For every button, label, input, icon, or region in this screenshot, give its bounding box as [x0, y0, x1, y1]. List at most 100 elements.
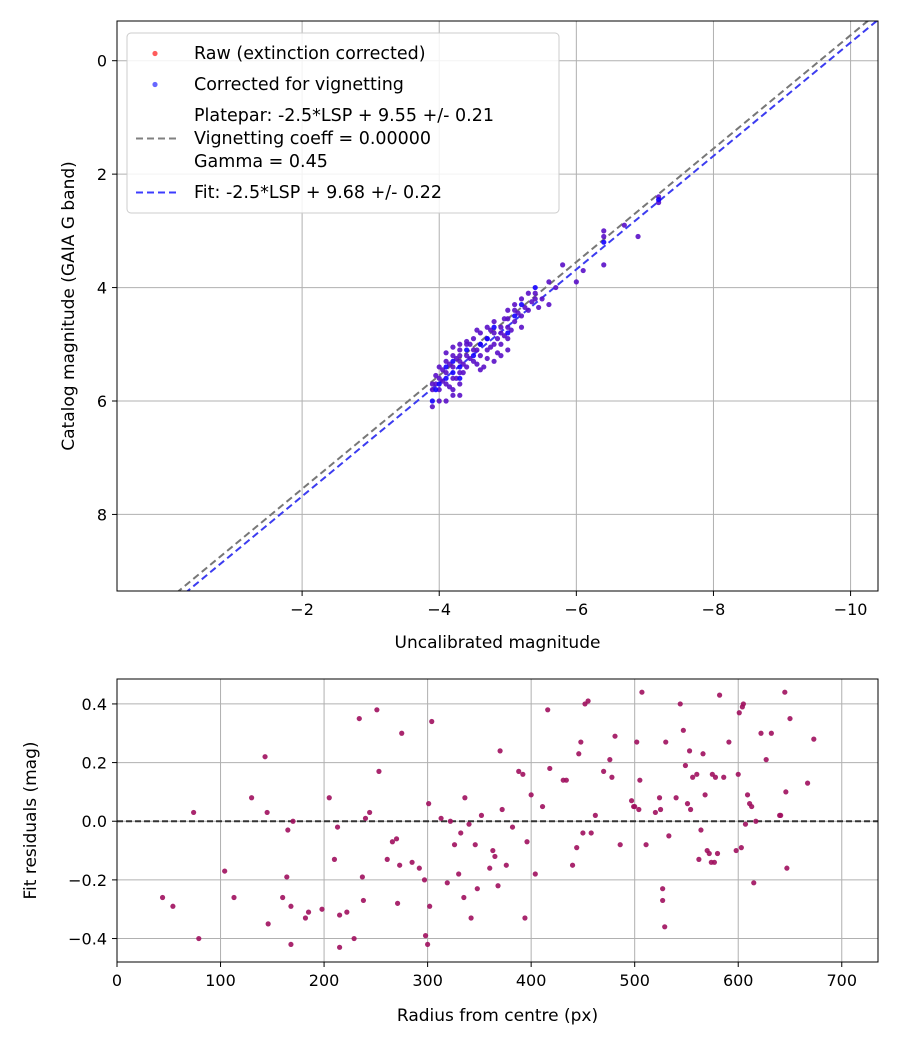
data-point: [450, 353, 456, 359]
data-point: [443, 370, 449, 376]
data-point: [265, 921, 271, 927]
x-tick-label: 400: [516, 971, 547, 990]
data-point: [547, 765, 553, 772]
data-point: [477, 367, 483, 373]
data-point: [446, 384, 453, 390]
data-point: [331, 856, 338, 862]
data-point: [447, 818, 453, 824]
data-point: [468, 915, 474, 921]
data-point: [474, 327, 480, 333]
data-point: [477, 330, 483, 336]
legend-label: Gamma = 0.45: [194, 152, 328, 172]
data-point: [433, 372, 439, 379]
data-point: [498, 353, 504, 359]
data-point: [443, 381, 449, 387]
data-point: [673, 795, 679, 801]
data-point: [522, 915, 528, 921]
data-point: [716, 692, 723, 698]
data-point: [518, 324, 525, 330]
data-point: [569, 862, 576, 868]
data-point: [643, 842, 649, 848]
data-point: [656, 197, 662, 203]
data-point: [491, 358, 497, 364]
data-point: [440, 367, 446, 373]
x-tick-label: −2: [290, 600, 314, 619]
data-point: [477, 353, 483, 359]
data-point: [453, 355, 459, 362]
data-point: [609, 774, 615, 780]
data-point: [560, 262, 566, 268]
data-point: [374, 707, 380, 713]
data-point: [425, 941, 431, 948]
data-point: [433, 387, 439, 393]
y-tick-label: 0.0: [82, 812, 107, 831]
data-point: [660, 886, 666, 892]
data-point: [711, 859, 718, 865]
data-point: [740, 701, 747, 707]
x-tick-label: 200: [309, 971, 340, 990]
data-point: [686, 748, 693, 754]
data-point: [337, 944, 343, 950]
data-point: [457, 341, 463, 347]
data-point: [467, 355, 473, 362]
data-point: [601, 239, 607, 245]
data-point: [753, 818, 759, 824]
data-point: [563, 777, 569, 783]
data-point: [326, 795, 332, 801]
data-point: [360, 897, 367, 904]
data-point: [525, 307, 531, 313]
legend-label: Fit: -2.5*LSP + 9.68 +/- 0.22: [194, 183, 442, 203]
data-point: [498, 330, 504, 336]
x-tick-label: −6: [565, 600, 589, 619]
data-point: [632, 803, 638, 810]
data-point: [191, 809, 197, 816]
data-point: [498, 324, 504, 330]
x-tick-label: 0: [112, 971, 122, 990]
data-point: [288, 941, 294, 948]
data-point: [231, 894, 237, 901]
data-point: [196, 935, 202, 942]
data-point: [491, 330, 497, 336]
data-point: [660, 897, 666, 904]
x-tick-label: 700: [826, 971, 857, 990]
data-point: [677, 701, 683, 707]
data-point: [484, 336, 490, 342]
data-point: [362, 815, 369, 821]
data-point: [484, 347, 490, 353]
data-point: [763, 757, 769, 763]
data-point: [524, 839, 530, 845]
data-point: [666, 833, 672, 839]
bottom-scatter-points: [159, 689, 817, 950]
data-point: [612, 733, 618, 739]
data-point: [436, 375, 442, 381]
data-point: [456, 871, 462, 877]
top-scatter-points: [429, 194, 662, 410]
legend-label: Vignetting coeff = 0.00000: [194, 129, 431, 149]
data-point: [714, 850, 721, 857]
data-point: [462, 795, 468, 801]
x-tick-label: 500: [619, 971, 650, 990]
data-point: [585, 698, 591, 704]
legend-label: Corrected for vignetting: [194, 75, 404, 95]
y-tick-label: 2: [97, 165, 107, 184]
data-point: [804, 780, 811, 786]
data-point: [518, 301, 525, 308]
data-point: [422, 933, 429, 939]
data-point: [443, 398, 449, 404]
data-point: [443, 364, 449, 370]
data-point: [457, 358, 463, 364]
data-point: [159, 894, 166, 901]
data-point: [389, 839, 396, 845]
data-point: [601, 262, 607, 268]
x-tick-label: −10: [834, 600, 868, 619]
data-point: [288, 903, 294, 909]
data-point: [528, 792, 534, 798]
data-point: [782, 689, 788, 695]
data-point: [751, 880, 757, 886]
top-y-axis-label: Catalog magnitude (GAIA G band): [59, 161, 79, 451]
top-x-axis-label: Uncalibrated magnitude: [395, 633, 601, 653]
data-point: [264, 809, 270, 816]
data-point: [464, 347, 470, 353]
